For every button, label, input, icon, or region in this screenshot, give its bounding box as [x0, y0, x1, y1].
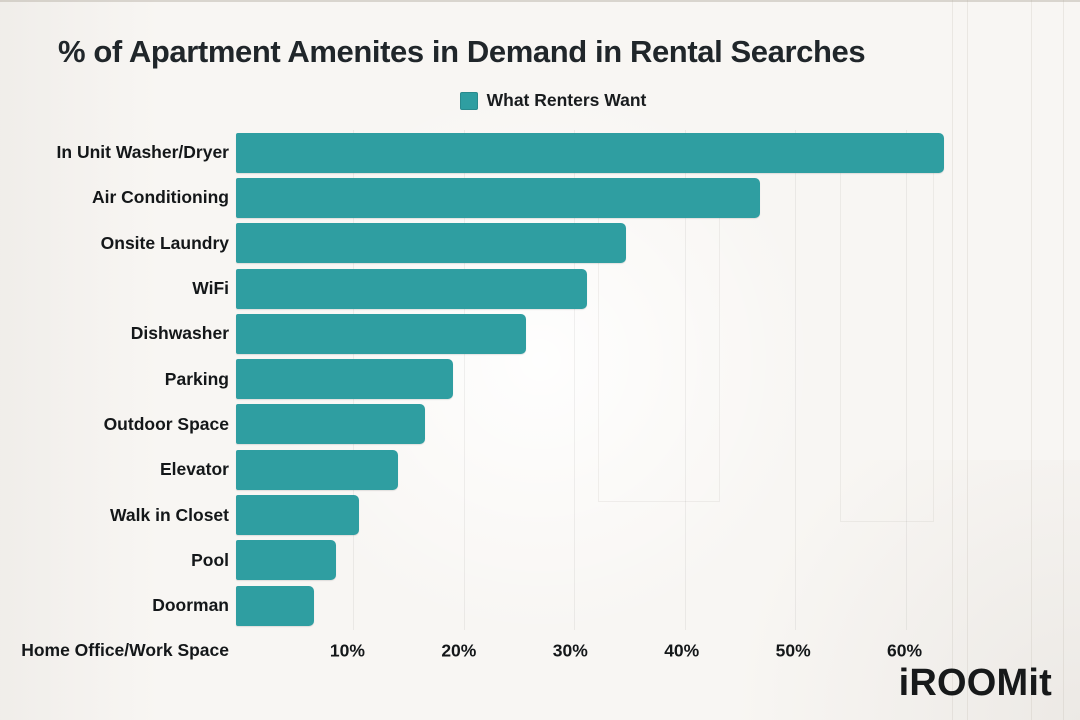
plot-area — [236, 495, 1016, 536]
brand-logo: iROOMit — [898, 662, 1052, 704]
bar — [236, 449, 398, 490]
bar-row: In Unit Washer/Dryer — [0, 130, 1080, 175]
bar — [236, 540, 337, 581]
bar — [236, 404, 426, 445]
x-axis-tick-label: 30% — [552, 640, 588, 661]
plot-area — [236, 132, 1016, 173]
bar-row: Parking — [0, 356, 1080, 401]
plot-area — [236, 404, 1016, 445]
bar — [236, 495, 359, 536]
bar — [236, 359, 454, 400]
category-label: WiFi — [192, 278, 229, 299]
bar-row: Air Conditioning — [0, 175, 1080, 220]
plot-area — [236, 540, 1016, 581]
bar-row: WiFi — [0, 266, 1080, 311]
plot-area — [236, 223, 1016, 264]
bar-row: Home Office/Work Space 10% 20% 30% 40% 50% 60% — [0, 628, 1080, 673]
category-label: Dishwasher — [130, 323, 229, 344]
category-label: In Unit Washer/Dryer — [56, 142, 229, 163]
category-label: Parking — [164, 368, 229, 389]
category-label: Home Office/Work Space — [21, 640, 229, 661]
gridline — [795, 130, 797, 630]
x-axis-tick-label: 20% — [441, 640, 477, 661]
category-label: Outdoor Space — [103, 413, 229, 434]
gridline — [574, 130, 576, 630]
bar-row: Walk in Closet — [0, 492, 1080, 537]
bar-row: Pool — [0, 538, 1080, 583]
plot-area — [236, 177, 1016, 218]
bar-row: Dishwasher — [0, 311, 1080, 356]
plot-area — [236, 359, 1016, 400]
bar-chart: In Unit Washer/Dryer Air Conditioning Onsi… — [0, 130, 1080, 674]
plot-area — [236, 449, 1016, 490]
background-photo — [0, 0, 1080, 2]
bar — [236, 313, 526, 354]
chart-title: % of Apartment Amenites in Demand in Ren… — [58, 34, 866, 69]
legend-label: What Renters Want — [486, 90, 647, 110]
category-label: Onsite Laundry — [100, 232, 229, 253]
legend-swatch-icon — [459, 91, 478, 110]
bar-row: Outdoor Space — [0, 402, 1080, 447]
bar-row: Doorman — [0, 583, 1080, 628]
bar — [236, 177, 760, 218]
gridline — [684, 130, 686, 630]
bar-row: Onsite Laundry — [0, 221, 1080, 266]
bar — [236, 268, 587, 309]
category-label: Pool — [191, 549, 229, 570]
bar — [236, 223, 626, 264]
category-label: Walk in Closet — [110, 504, 229, 525]
x-axis-tick-label: 60% — [887, 640, 923, 661]
category-label: Doorman — [152, 595, 229, 616]
x-axis-tick-label: 40% — [664, 640, 700, 661]
bar — [236, 132, 944, 173]
bar — [236, 585, 314, 626]
legend: What Renters Want — [13, 90, 1080, 111]
gridline — [905, 130, 907, 630]
plot-area: 10% 20% 30% 40% 50% 60% — [236, 631, 1016, 671]
plot-area — [236, 585, 1016, 626]
plot-area — [236, 313, 1016, 354]
x-axis-tick-label: 10% — [329, 640, 365, 661]
x-axis-tick-label: 50% — [775, 640, 811, 661]
gridline — [463, 130, 465, 630]
category-label: Air Conditioning — [91, 187, 229, 208]
plot-area — [236, 268, 1016, 309]
bar-row: Elevator — [0, 447, 1080, 492]
category-label: Elevator — [159, 459, 229, 480]
